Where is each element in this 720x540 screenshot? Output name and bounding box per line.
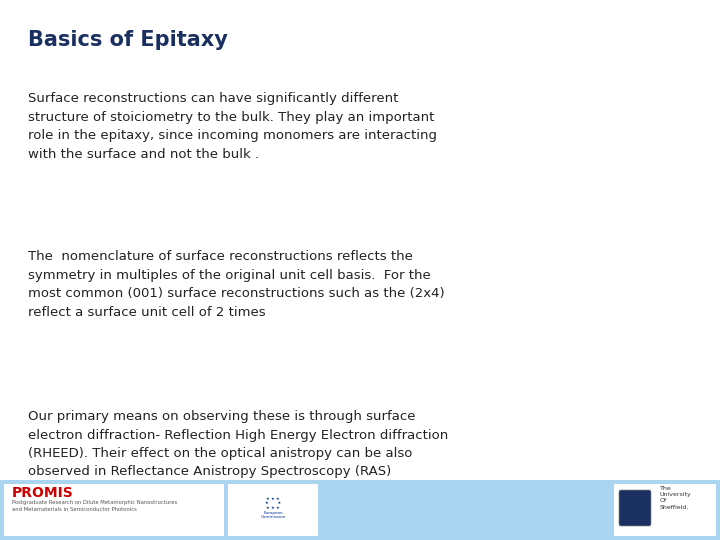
Text: PROMIS: PROMIS — [12, 486, 73, 500]
Text: ★ ★ ★
★       ★
★ ★ ★
European
Commission: ★ ★ ★ ★ ★ ★ ★ ★ European Commission — [261, 497, 286, 519]
Bar — [228, 484, 318, 536]
FancyBboxPatch shape — [619, 490, 651, 526]
Text: The
University
Of
Sheffield.: The University Of Sheffield. — [660, 486, 692, 510]
Text: The  nomenclature of surface reconstructions reflects the
symmetry in multiples : The nomenclature of surface reconstructi… — [28, 250, 445, 319]
Bar — [4, 484, 224, 536]
Text: Our primary means on observing these is through surface
electron diffraction- Re: Our primary means on observing these is … — [28, 410, 449, 478]
Bar — [0, 480, 720, 540]
Text: Basics of Epitaxy: Basics of Epitaxy — [28, 30, 228, 50]
Bar — [614, 484, 716, 536]
Text: Postgraduate Research on Dilute Metamorphic Nanostructures
and Metamaterials in : Postgraduate Research on Dilute Metamorp… — [12, 500, 177, 511]
Text: Surface reconstructions can have significantly different
structure of stoiciomet: Surface reconstructions can have signifi… — [28, 92, 437, 160]
